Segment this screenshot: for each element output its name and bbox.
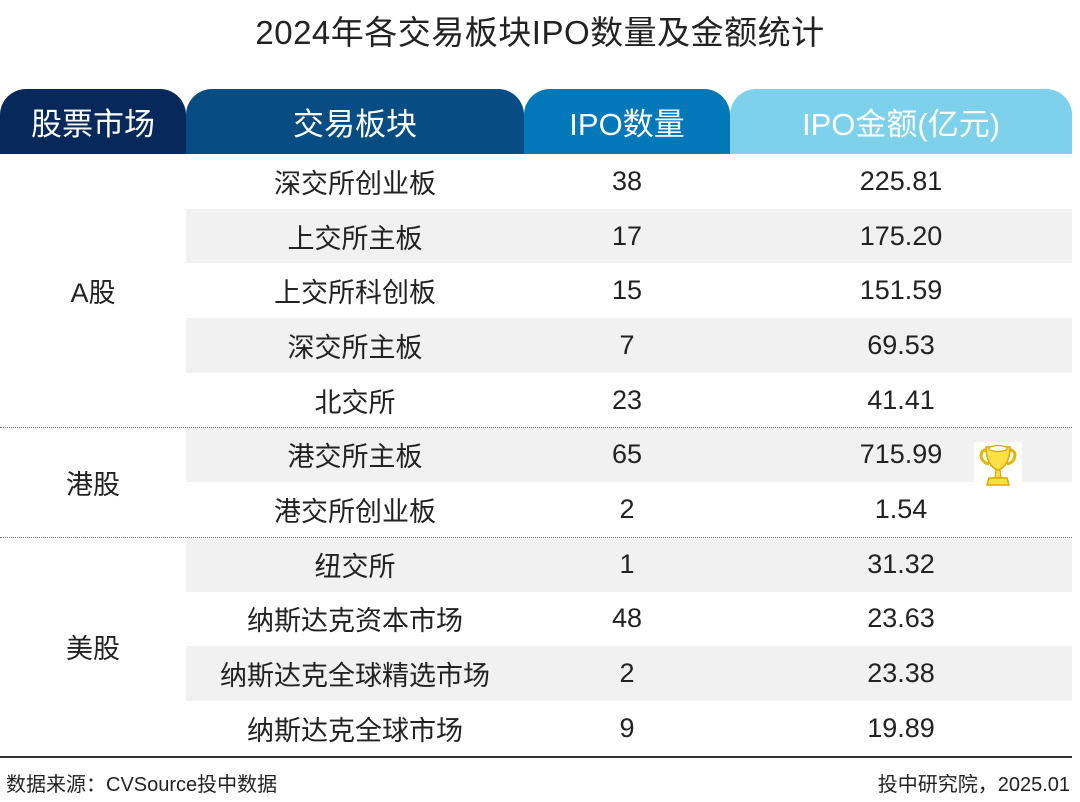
amount-cell: 151.59 [859,275,943,306]
table-row: 港交所主板 65 715.99 [186,427,1072,491]
amount-cell: 31.32 [867,548,935,579]
count-cell: 38 [611,165,643,196]
amount-cell: 715.99 [730,439,1072,491]
count-cell: 7 [619,329,635,360]
board-cell: 港交所主板 [287,442,423,473]
board-cell: 纳斯达克全球精选市场 [220,661,490,692]
group-divider [0,536,1072,538]
table-row: 上交所主板 17 175.20 [186,208,1072,264]
table-row: 纽交所 1 31.32 [186,536,1072,592]
amount-cell: 19.89 [867,712,935,743]
credit-line: 投中研究院，2025.01 [877,774,1070,796]
market-us-share: 美股 [66,633,120,664]
table-row: 深交所主板 7 69.53 [186,318,1072,373]
table-bottom-rule [0,756,1072,758]
board-cell: 上交所主板 [287,223,423,254]
amount-cell: 23.38 [867,658,935,689]
table-row: 北交所 23 41.41 [186,373,1072,428]
amount-cell: 225.81 [859,165,943,196]
board-cell: 北交所 [314,387,396,418]
count-cell: 17 [611,220,643,251]
trophy-icon [974,442,1022,491]
table-row: 深交所创业板 38 225.81 [186,154,1072,209]
amount-cell: 23.63 [867,603,935,634]
data-source: 数据来源：CVSource投中数据 [6,774,278,796]
count-cell: 2 [619,494,635,525]
board-cell: 深交所创业板 [274,168,436,199]
market-hk-share: 港股 [66,469,120,500]
board-cell: 纳斯达克资本市场 [247,606,463,637]
amount-cell: 41.41 [867,384,935,415]
amount-cell: 1.54 [874,494,928,525]
table-row: 纳斯达克全球精选市场 2 23.38 [186,646,1072,701]
header-board: 交易板块 [186,89,524,154]
count-cell: 9 [619,712,635,743]
table-row: 上交所科创板 15 151.59 [186,263,1072,318]
board-cell: 纳斯达克全球市场 [247,715,463,746]
board-cell: 港交所创业板 [274,497,436,528]
group-divider [0,427,1072,428]
count-cell: 1 [619,548,635,579]
amount-value: 715.99 [859,439,943,470]
count-cell: 2 [619,658,635,689]
table-row: 纳斯达克资本市场 48 23.63 [186,592,1072,647]
table-header: 股票市场 交易板块 IPO数量 IPO金额(亿元) [0,89,1080,154]
header-amount: IPO金额(亿元) [730,89,1072,154]
board-cell: 上交所科创板 [274,278,436,309]
amount-cell: 69.53 [867,329,935,360]
table-row: 港交所创业板 2 1.54 [186,482,1072,537]
count-cell: 65 [611,439,643,470]
page-title: 2024年各交易板块IPO数量及金额统计 [255,14,825,51]
board-cell: 深交所主板 [287,332,423,363]
count-cell: 15 [611,275,643,306]
header-market: 股票市场 [0,89,186,154]
count-cell: 48 [611,603,643,634]
table-row: 纳斯达克全球市场 9 19.89 [186,701,1072,756]
board-cell: 纽交所 [314,551,396,582]
market-a-share: A股 [70,278,116,309]
amount-cell: 175.20 [859,220,943,251]
header-count: IPO数量 [524,89,730,154]
count-cell: 23 [611,384,643,415]
